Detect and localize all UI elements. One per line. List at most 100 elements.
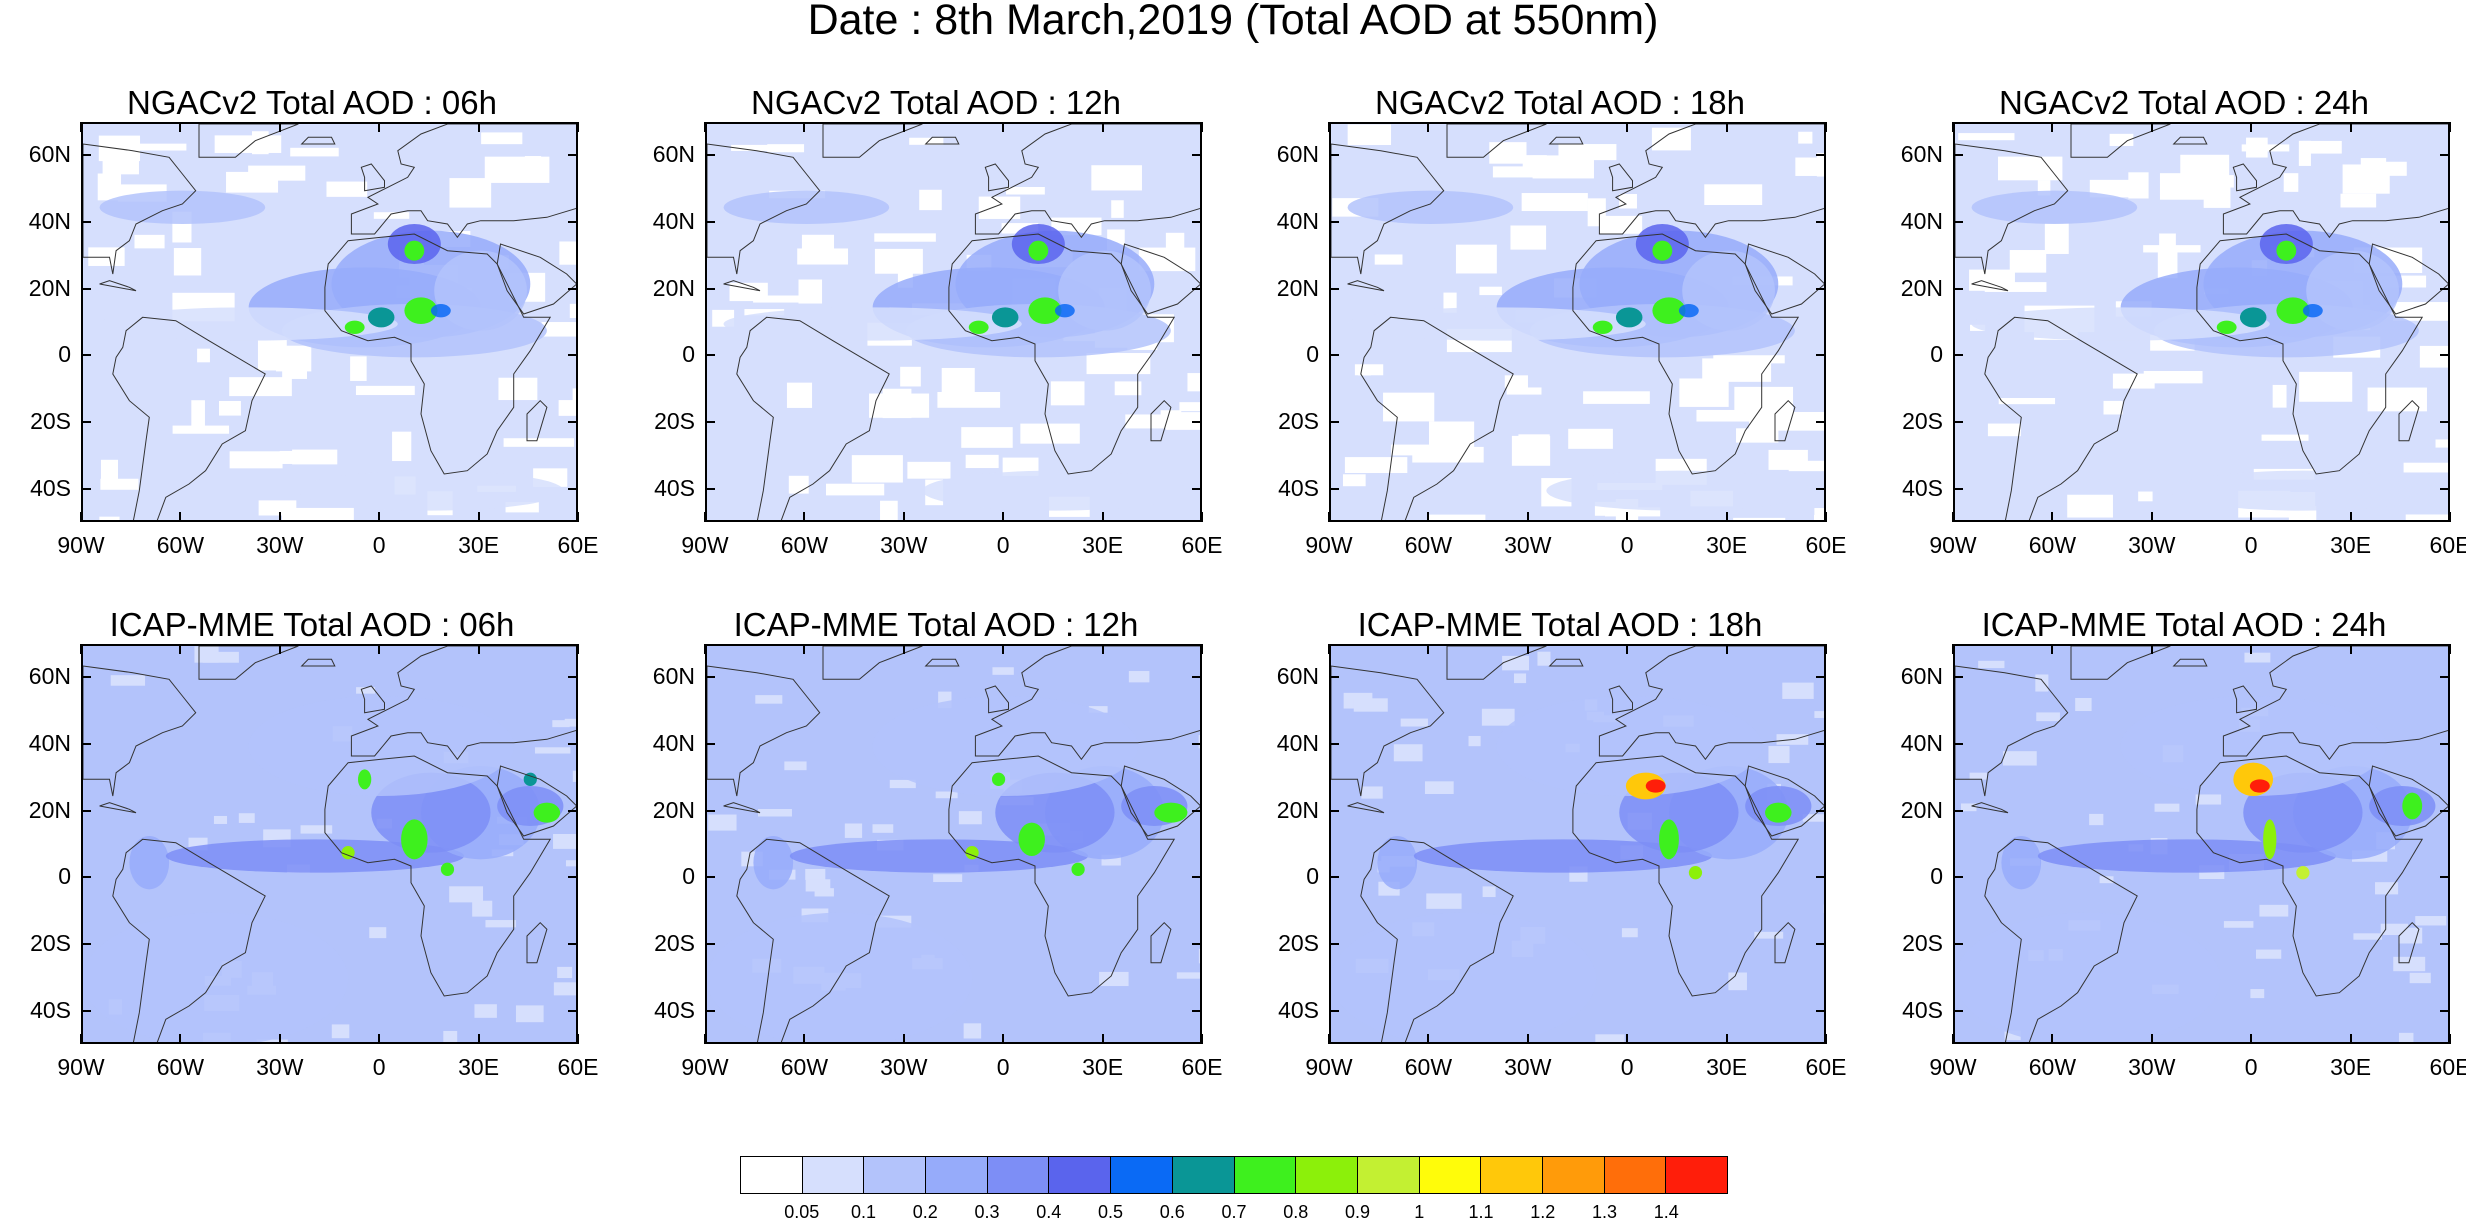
clean-air-patch (2403, 462, 2448, 473)
clean-air-patch (252, 131, 269, 155)
lat-tick (1329, 676, 1339, 679)
aod-plume (968, 320, 989, 334)
clean-air-patch (481, 132, 523, 145)
lat-tick (705, 943, 715, 945)
clean-air-patch (1001, 223, 1039, 234)
lon-tick-label: 30W (1504, 532, 1552, 558)
lon-tick (477, 122, 480, 132)
clean-air-patch (1428, 514, 1486, 520)
lat-tick-label: 60N (1276, 141, 1319, 168)
panel-title: NGACv2 Total AOD : 24h (1999, 84, 2369, 121)
lon-tick (1201, 644, 1203, 654)
coastline-cuba (1347, 280, 1385, 292)
coastline-britain (2232, 685, 2257, 714)
clean-air-patch (978, 196, 1021, 219)
lat-tick (1329, 287, 1339, 290)
aod-plume (1592, 320, 1613, 334)
clean-air-patch (1051, 217, 1102, 236)
lat-tick-label: 60N (1900, 141, 1943, 168)
aod-plume (2249, 779, 2270, 793)
aod-plume (430, 304, 451, 318)
colorbar-level-label: 1.1 (1468, 1202, 1494, 1222)
coastline-iceland (924, 136, 960, 145)
lon-tick-label: 90W (1305, 532, 1353, 558)
lat-tick-label: 20S (1278, 408, 1319, 434)
clean-air-patch (229, 451, 283, 469)
figure-title: Date : 8th March,2019 (Total AOD at 550n… (807, 0, 1659, 44)
clean-air-patch (350, 356, 367, 381)
clean-air-patch (97, 173, 122, 201)
lat-tick-label: 60N (652, 141, 695, 168)
aod-plume (1682, 250, 1775, 331)
aod-plume (2296, 866, 2310, 880)
lat-tick-label: 40N (1276, 208, 1319, 234)
lat-tick-label: 0 (1306, 341, 1319, 368)
clean-air-patch (919, 189, 942, 211)
lat-tick (2440, 943, 2450, 945)
clean-air-patch (213, 815, 228, 824)
clean-air-patch (1521, 193, 1588, 212)
lon-tick-label: 90W (681, 1054, 729, 1080)
coastline-namerica (83, 143, 197, 275)
clean-air-patch (869, 393, 930, 418)
lat-tick (81, 354, 91, 357)
lon-tick (1002, 122, 1005, 132)
lat-tick-label: 40N (1900, 208, 1943, 234)
lat-tick-label: 40N (28, 208, 71, 234)
clean-air-patch (2159, 173, 2216, 200)
lat-tick (1192, 943, 1202, 945)
aod-plume (298, 470, 564, 511)
aod-plume (344, 320, 365, 334)
clean-air-patch (139, 143, 187, 151)
coastline-madagascar (2398, 399, 2420, 442)
lon-tick (1328, 512, 1330, 522)
clean-air-patch (99, 516, 120, 520)
lat-tick (568, 676, 578, 679)
coastline-madagascar (1150, 399, 1172, 442)
coastline-namerica (707, 143, 821, 275)
lon-tick (2449, 512, 2451, 522)
aod-map (1953, 122, 2450, 522)
coastline-europe (2222, 646, 2448, 761)
clean-air-patch (814, 888, 834, 897)
clean-air-patch (356, 687, 376, 694)
clean-air-patch (1702, 358, 1772, 382)
colorbar-level-label: 0.3 (974, 1202, 1000, 1222)
lat-tick-label: 0 (682, 863, 695, 890)
clean-air-patch (805, 868, 826, 880)
lon-tick (1201, 512, 1203, 522)
clean-air-patch (1961, 803, 1977, 812)
lat-tick (1953, 876, 1963, 879)
lat-tick (1816, 876, 1826, 879)
coastline-samerica (1984, 316, 2138, 520)
lat-tick (1953, 354, 1963, 357)
clean-air-patch (1587, 198, 1606, 227)
clean-air-patch (88, 247, 125, 266)
lat-tick (705, 1009, 715, 1012)
clean-air-patch (1111, 200, 1124, 218)
clean-air-patch (194, 646, 219, 663)
lat-tick-label: 40S (1902, 996, 1943, 1023)
lon-tick-label: 60E (1805, 1054, 1847, 1080)
clean-air-patch (1713, 355, 1785, 364)
clean-air-patch (2128, 172, 2149, 199)
aod-plume (99, 190, 266, 224)
clean-air-patch (1814, 508, 1824, 519)
clean-air-patch (1091, 165, 1142, 191)
lon-tick (1526, 644, 1529, 654)
lat-tick-label: 60N (28, 663, 71, 690)
lon-tick (1427, 122, 1430, 132)
clean-air-patch (1733, 517, 1786, 520)
lat-tick (1953, 221, 1963, 223)
aod-plume (991, 772, 1006, 786)
clean-air-patch (788, 475, 809, 494)
lon-tick (278, 1034, 281, 1044)
colorbar-level-label: 0.9 (1344, 1202, 1371, 1222)
clean-air-patch (1176, 972, 1200, 979)
lon-tick-label: 60W (1404, 532, 1453, 558)
lat-tick-label: 40N (28, 730, 71, 756)
lon-tick (278, 122, 281, 132)
coastline-greenland (198, 124, 299, 158)
clean-air-patch (557, 966, 573, 979)
lat-tick-label: 20N (1276, 796, 1319, 823)
